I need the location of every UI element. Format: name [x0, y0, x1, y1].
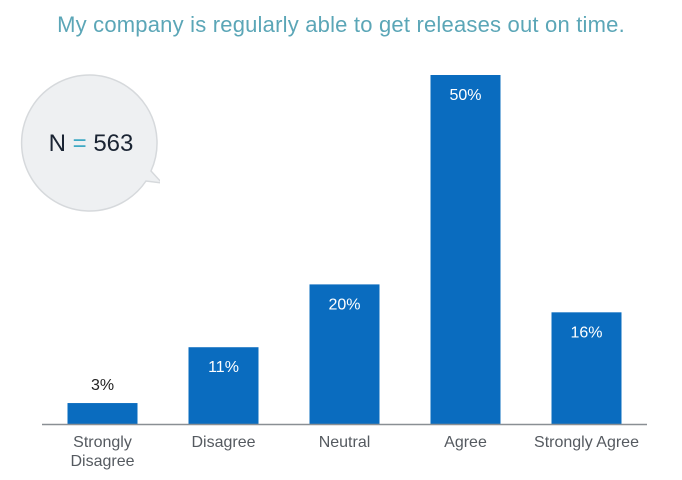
bar-strongly-agree — [551, 312, 622, 424]
bar-strongly-disagree — [67, 403, 138, 424]
bar-agree — [430, 75, 501, 424]
chart-title: My company is regularly able to get rele… — [57, 12, 625, 37]
sample-size-value: 563 — [93, 130, 134, 157]
value-label-strongly-disagree: 3% — [91, 377, 114, 394]
bar-disagree — [188, 347, 259, 424]
category-label-strongly-disagree: Strongly Disagree — [70, 434, 134, 470]
bar-neutral — [309, 284, 380, 424]
sample-size-equals: = — [72, 130, 87, 157]
category-label-strongly-agree: Strongly Agree — [534, 434, 639, 451]
sample-size-label: N = 563 — [20, 73, 162, 215]
value-label-strongly-agree: 16% — [570, 324, 602, 341]
value-label-disagree: 11% — [208, 359, 239, 376]
category-label-agree: Agree — [444, 434, 487, 451]
value-label-agree: 50% — [449, 87, 481, 104]
category-label-disagree: Disagree — [191, 434, 255, 451]
sample-size-bubble — [20, 74, 160, 212]
value-label-neutral: 20% — [328, 296, 360, 313]
bubble-shape — [20, 74, 160, 212]
sample-size-prefix: N — [48, 130, 66, 157]
category-label-neutral: Neutral — [319, 434, 371, 451]
